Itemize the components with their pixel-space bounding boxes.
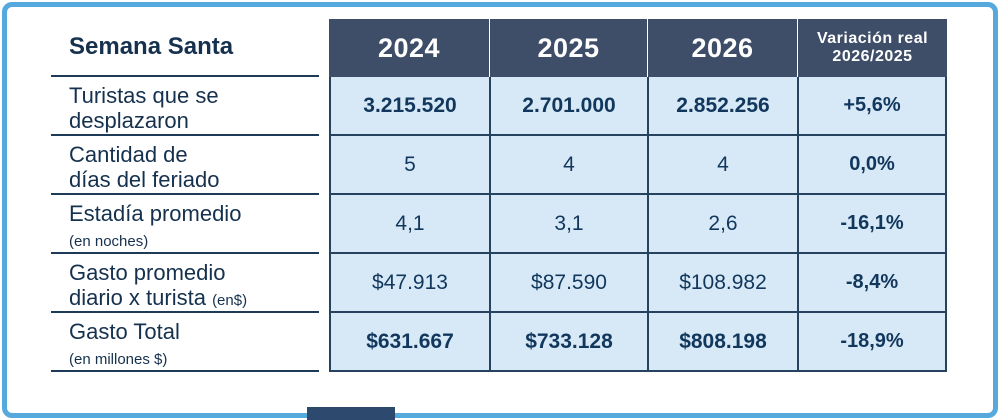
column-header-variation: Variación real 2026/2025	[797, 19, 947, 77]
row-label-line2: diario x turista	[69, 284, 213, 310]
semana-santa-table: Semana Santa 2024 2025 2026 Variación re…	[51, 19, 947, 372]
row-label-line1: Gasto Total	[69, 319, 180, 344]
value-estadia-2026: 2,6	[647, 195, 797, 254]
column-gap	[319, 19, 329, 77]
row-label-line1: Estadía promedio	[69, 201, 242, 226]
value-turistas-2025: 2.701.000	[489, 77, 647, 136]
row-label-line1: Turistas que se	[69, 83, 219, 108]
row-label-small: (en millones $)	[69, 350, 168, 368]
row-label-line2: días del feriado	[69, 166, 220, 192]
row-label-gasto-total: Gasto Total (en millones $)	[51, 313, 319, 372]
variation-gasto-total: -18,9%	[797, 313, 947, 372]
variation-header-line2: 2026/2025	[832, 48, 913, 65]
value-estadia-2025: 3,1	[489, 195, 647, 254]
column-header-2024: 2024	[329, 19, 489, 77]
value-gasto-promedio-2026: $108.982	[647, 254, 797, 313]
column-gap	[319, 313, 329, 372]
value-gasto-promedio-2025: $87.590	[489, 254, 647, 313]
value-gasto-total-2026: $808.198	[647, 313, 797, 372]
value-gasto-total-2024: $631.667	[329, 313, 489, 372]
variation-gasto-promedio: -8,4%	[797, 254, 947, 313]
column-gap	[319, 195, 329, 254]
row-label-turistas: Turistas que se desplazaron	[51, 77, 319, 136]
value-estadia-2024: 4,1	[329, 195, 489, 254]
value-dias-2025: 4	[489, 136, 647, 195]
column-gap	[319, 254, 329, 313]
variation-dias: 0,0%	[797, 136, 947, 195]
row-label-line2: desplazaron	[69, 107, 189, 133]
variation-estadia: -16,1%	[797, 195, 947, 254]
row-label-small: (en$)	[212, 291, 248, 309]
table-title: Semana Santa	[51, 19, 319, 77]
column-header-2026: 2026	[647, 19, 797, 77]
row-label-gasto-promedio: Gasto promedio diario x turista (en$)	[51, 254, 319, 313]
value-gasto-total-2025: $733.128	[489, 313, 647, 372]
value-dias-2026: 4	[647, 136, 797, 195]
value-turistas-2024: 3.215.520	[329, 77, 489, 136]
column-header-2025: 2025	[489, 19, 647, 77]
variation-header-line1: Variación real	[816, 29, 929, 47]
row-label-estadia: Estadía promedio (en noches)	[51, 195, 319, 254]
row-label-line1: Gasto promedio	[69, 260, 226, 285]
variation-turistas: +5,6%	[797, 77, 947, 136]
row-label-small: (en noches)	[69, 232, 149, 250]
value-turistas-2026: 2.852.256	[647, 77, 797, 136]
bottom-decorative-strip	[307, 407, 395, 420]
column-gap	[319, 136, 329, 195]
value-dias-2024: 5	[329, 136, 489, 195]
value-gasto-promedio-2024: $47.913	[329, 254, 489, 313]
row-label-line1: Cantidad de	[69, 142, 188, 167]
column-gap	[319, 77, 329, 136]
row-label-dias: Cantidad de días del feriado	[51, 136, 319, 195]
